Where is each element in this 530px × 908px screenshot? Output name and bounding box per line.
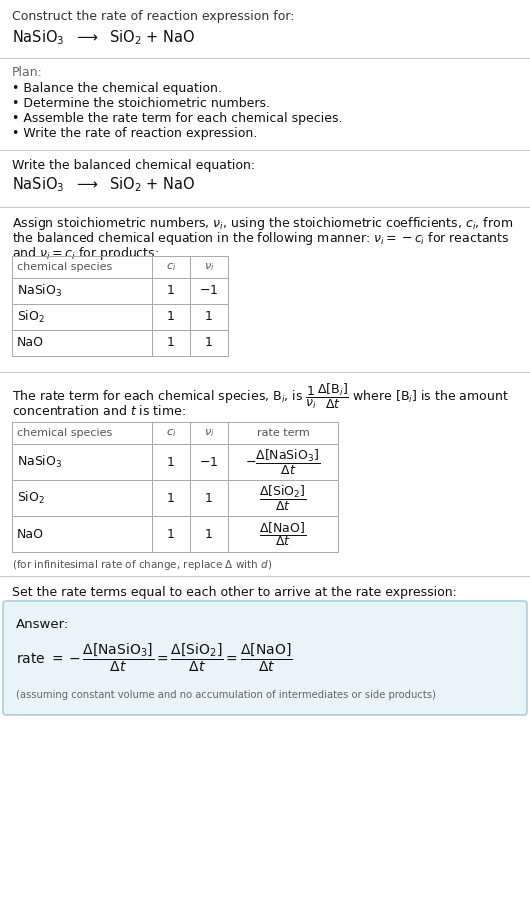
Bar bbox=[190, 444, 228, 480]
Bar bbox=[190, 256, 228, 278]
Text: $-1$: $-1$ bbox=[199, 284, 218, 298]
Text: Set the rate terms equal to each other to arrive at the rate expression:: Set the rate terms equal to each other t… bbox=[12, 586, 457, 599]
Bar bbox=[12, 422, 152, 444]
Text: 1: 1 bbox=[167, 284, 175, 298]
Bar bbox=[152, 422, 190, 444]
Text: 1: 1 bbox=[167, 491, 175, 505]
Text: Construct the rate of reaction expression for:: Construct the rate of reaction expressio… bbox=[12, 10, 295, 23]
Bar bbox=[12, 256, 228, 356]
Bar bbox=[12, 444, 152, 480]
Text: SiO$_2$: SiO$_2$ bbox=[17, 490, 45, 506]
Text: • Determine the stoichiometric numbers.: • Determine the stoichiometric numbers. bbox=[12, 97, 270, 110]
Bar bbox=[152, 480, 190, 516]
Text: 1: 1 bbox=[205, 528, 213, 540]
Text: 1: 1 bbox=[167, 456, 175, 469]
Text: Answer:: Answer: bbox=[16, 618, 69, 631]
Text: $\nu_i$: $\nu_i$ bbox=[204, 427, 214, 439]
Bar bbox=[152, 444, 190, 480]
Text: 1: 1 bbox=[167, 337, 175, 350]
Text: chemical species: chemical species bbox=[17, 428, 112, 438]
Text: rate term: rate term bbox=[257, 428, 310, 438]
Text: NaSiO$_3$: NaSiO$_3$ bbox=[17, 454, 62, 470]
Text: SiO$_2$: SiO$_2$ bbox=[17, 309, 45, 325]
Bar bbox=[190, 278, 228, 304]
FancyBboxPatch shape bbox=[3, 601, 527, 715]
Bar bbox=[228, 516, 338, 552]
Bar bbox=[12, 480, 152, 516]
Text: NaSiO$_3$  $\longrightarrow$  SiO$_2$ + NaO: NaSiO$_3$ $\longrightarrow$ SiO$_2$ + Na… bbox=[12, 175, 196, 193]
Text: concentration and $t$ is time:: concentration and $t$ is time: bbox=[12, 404, 186, 418]
Bar bbox=[12, 422, 338, 552]
Bar bbox=[190, 516, 228, 552]
Bar bbox=[152, 304, 190, 330]
Text: NaSiO$_3$  $\longrightarrow$  SiO$_2$ + NaO: NaSiO$_3$ $\longrightarrow$ SiO$_2$ + Na… bbox=[12, 28, 196, 46]
Text: $c_i$: $c_i$ bbox=[166, 262, 176, 273]
Bar bbox=[12, 330, 152, 356]
Bar bbox=[190, 304, 228, 330]
Text: $-1$: $-1$ bbox=[199, 456, 218, 469]
Bar bbox=[12, 278, 152, 304]
Text: rate $= -\dfrac{\Delta[\mathrm{NaSiO_3}]}{\Delta t} = \dfrac{\Delta[\mathrm{SiO_: rate $= -\dfrac{\Delta[\mathrm{NaSiO_3}]… bbox=[16, 642, 293, 675]
Text: The rate term for each chemical species, B$_i$, is $\dfrac{1}{\nu_i}\dfrac{\Delt: The rate term for each chemical species,… bbox=[12, 382, 509, 411]
Bar bbox=[190, 422, 228, 444]
Text: $c_i$: $c_i$ bbox=[166, 427, 176, 439]
Text: $\dfrac{\Delta[\mathrm{SiO_2}]}{\Delta t}$: $\dfrac{\Delta[\mathrm{SiO_2}]}{\Delta t… bbox=[259, 483, 307, 512]
Bar bbox=[228, 444, 338, 480]
Text: • Balance the chemical equation.: • Balance the chemical equation. bbox=[12, 82, 222, 95]
Bar bbox=[12, 256, 152, 278]
Text: 1: 1 bbox=[205, 337, 213, 350]
Text: chemical species: chemical species bbox=[17, 262, 112, 272]
Text: and $\nu_i = c_i$ for products:: and $\nu_i = c_i$ for products: bbox=[12, 245, 159, 262]
Bar bbox=[190, 480, 228, 516]
Bar bbox=[228, 422, 338, 444]
Text: (for infinitesimal rate of change, replace $\Delta$ with $d$): (for infinitesimal rate of change, repla… bbox=[12, 558, 272, 572]
Text: $\nu_i$: $\nu_i$ bbox=[204, 262, 214, 273]
Text: the balanced chemical equation in the following manner: $\nu_i = -c_i$ for react: the balanced chemical equation in the fo… bbox=[12, 230, 509, 247]
Text: Write the balanced chemical equation:: Write the balanced chemical equation: bbox=[12, 159, 255, 172]
Text: 1: 1 bbox=[167, 528, 175, 540]
Text: $\dfrac{\Delta[\mathrm{NaO}]}{\Delta t}$: $\dfrac{\Delta[\mathrm{NaO}]}{\Delta t}$ bbox=[259, 520, 306, 548]
Bar bbox=[12, 516, 152, 552]
Text: 1: 1 bbox=[167, 311, 175, 323]
Bar bbox=[152, 256, 190, 278]
Bar bbox=[12, 304, 152, 330]
Text: (assuming constant volume and no accumulation of intermediates or side products): (assuming constant volume and no accumul… bbox=[16, 690, 436, 700]
Text: NaSiO$_3$: NaSiO$_3$ bbox=[17, 283, 62, 299]
Text: NaO: NaO bbox=[17, 528, 44, 540]
Bar bbox=[152, 516, 190, 552]
Text: Plan:: Plan: bbox=[12, 66, 43, 79]
Bar bbox=[190, 330, 228, 356]
Text: NaO: NaO bbox=[17, 337, 44, 350]
Text: 1: 1 bbox=[205, 311, 213, 323]
Text: Assign stoichiometric numbers, $\nu_i$, using the stoichiometric coefficients, $: Assign stoichiometric numbers, $\nu_i$, … bbox=[12, 215, 513, 232]
Text: • Write the rate of reaction expression.: • Write the rate of reaction expression. bbox=[12, 127, 257, 140]
Bar bbox=[152, 278, 190, 304]
Text: $-\dfrac{\Delta[\mathrm{NaSiO_3}]}{\Delta t}$: $-\dfrac{\Delta[\mathrm{NaSiO_3}]}{\Delt… bbox=[245, 448, 321, 477]
Bar bbox=[152, 330, 190, 356]
Text: 1: 1 bbox=[205, 491, 213, 505]
Bar bbox=[228, 480, 338, 516]
Text: • Assemble the rate term for each chemical species.: • Assemble the rate term for each chemic… bbox=[12, 112, 342, 125]
